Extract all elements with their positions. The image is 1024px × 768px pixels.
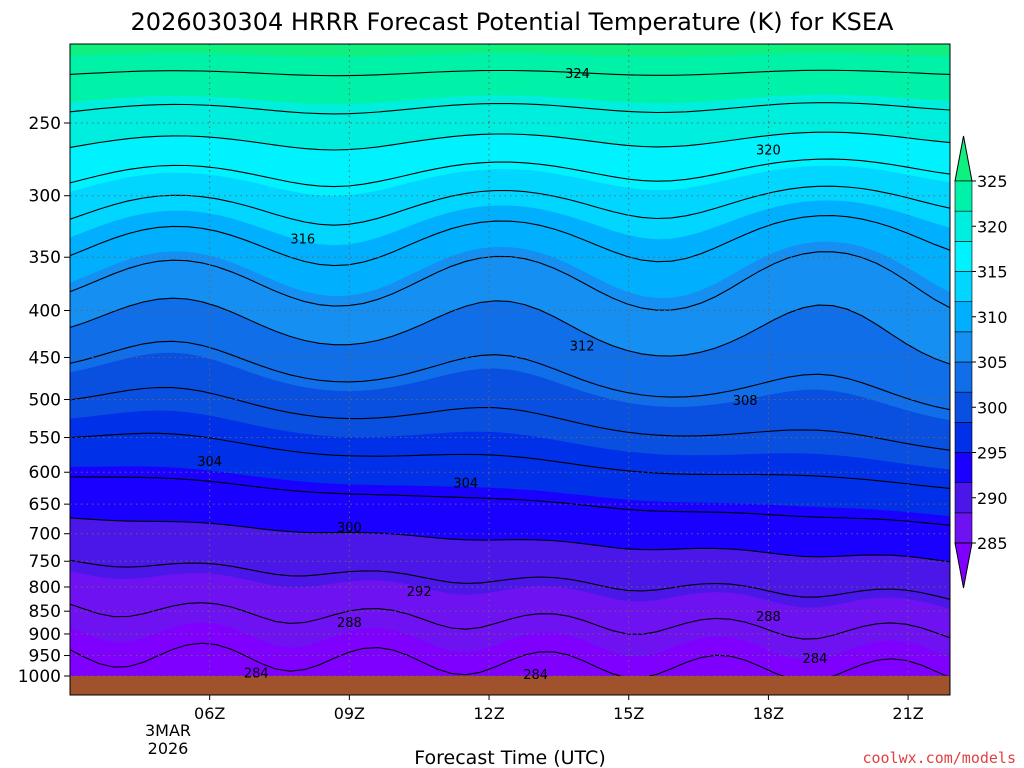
- contour-label-5: 304: [197, 455, 222, 470]
- band-315: [70, 44, 950, 57]
- x-tick-label-15Z: 15Z: [613, 704, 644, 723]
- colorbar-arrow-bottom: [954, 542, 973, 589]
- isentrope-298: [70, 340, 950, 411]
- x-tick-label-18Z: 18Z: [753, 704, 784, 723]
- y-tick-label-750: 750: [29, 552, 61, 572]
- colorbar-tick-label-325: 325: [977, 172, 1008, 191]
- y-tick-label-700: 700: [29, 525, 61, 545]
- x-tick-label-06Z: 06Z: [194, 704, 225, 723]
- isentrope-300: [70, 297, 950, 365]
- y-tick-label-300: 300: [29, 187, 61, 207]
- colorbar: 285 290 295 300 305 310 315 320 325: [954, 135, 1008, 589]
- credit-text: coolwx.com/models: [862, 749, 1016, 767]
- plot-frame: [69, 43, 951, 696]
- date-month: 3MAR: [145, 721, 191, 740]
- y-tick-label-500: 500: [29, 391, 61, 411]
- isentrope-318: [70, 0, 950, 1]
- contour-label-2: 316: [290, 233, 315, 248]
- contour-label-10: 288: [756, 610, 781, 625]
- y-tick-label-800: 800: [29, 578, 61, 598]
- band-312.5: [70, 44, 950, 105]
- date-year: 2026: [148, 739, 189, 758]
- contour-label-11: 284: [244, 667, 269, 682]
- isentrope-314: [70, 69, 950, 77]
- colorbar-swatch-8: [954, 301, 973, 333]
- contour-label-8: 292: [407, 585, 432, 600]
- y-tick-label-350: 350: [29, 248, 61, 268]
- y-tick-label-450: 450: [29, 348, 61, 368]
- isentrope-308: [70, 158, 950, 188]
- colorbar-swatch-1: [954, 512, 973, 544]
- colorbar-tick-label-305: 305: [977, 353, 1008, 372]
- colorbar-swatch-6: [954, 361, 973, 393]
- chart-title: 2026030304 HRRR Forecast Potential Tempe…: [131, 8, 894, 36]
- colorbar-tick-label-285: 285: [977, 534, 1008, 553]
- x-axis-label: Forecast Time (UTC): [414, 747, 605, 768]
- colorbar-swatch-4: [954, 422, 973, 453]
- isentrope-294: [70, 432, 950, 489]
- color-bands: [70, 44, 950, 695]
- isentrope-310: [70, 131, 950, 151]
- colorbar-arrow-top: [954, 135, 973, 182]
- colorbar-swatch-2: [954, 482, 973, 514]
- isentrope-316: [70, 36, 950, 38]
- contour-label-12: 284: [523, 668, 548, 683]
- isentrope-288: [70, 559, 950, 600]
- x-tick-label-12Z: 12Z: [473, 704, 504, 723]
- isentrope-286: [70, 602, 950, 640]
- contour-label-0: 324: [565, 67, 590, 82]
- colorbar-swatch-11: [954, 210, 973, 242]
- contour-label-1: 320: [756, 144, 781, 159]
- colorbar-swatch-12: [954, 180, 973, 212]
- y-tick-label-850: 850: [29, 602, 61, 622]
- isentrope-302: [70, 251, 950, 311]
- x-tick-label-09Z: 09Z: [334, 704, 365, 723]
- ground-surface: [70, 676, 950, 695]
- y-tick-label-250: 250: [29, 114, 61, 134]
- x-tick-label-21Z: 21Z: [892, 704, 923, 723]
- contour-label-6: 304: [453, 476, 478, 491]
- x-axis: 06Z 09Z 12Z 15Z 18Z 21Z: [194, 695, 924, 723]
- colorbar-swatch-10: [954, 241, 973, 272]
- colorbar-swatch-5: [954, 391, 973, 423]
- colorbar-swatch-7: [954, 331, 973, 363]
- colorbar-tick-label-290: 290: [977, 489, 1008, 508]
- contour-labels: 324 320 316 312 308 304 304 300 292 288 288 284 284 2…: [197, 67, 828, 683]
- colorbar-tick-label-295: 295: [977, 444, 1008, 463]
- isentrope-296: [70, 386, 950, 451]
- isentrope-304: [70, 215, 950, 267]
- isentrope-306: [70, 185, 950, 226]
- plot-area: 324 320 316 312 308 304 304 300 292 288 288 284 284 2…: [70, 0, 950, 695]
- y-tick-label-1000: 1000: [18, 667, 61, 687]
- y-tick-label-950: 950: [29, 647, 61, 667]
- y-tick-label-900: 900: [29, 625, 61, 645]
- colorbar-tick-label-300: 300: [977, 398, 1008, 417]
- colorbar-tick-label-315: 315: [977, 263, 1008, 282]
- contour-label-4: 308: [733, 394, 758, 409]
- y-tick-label-600: 600: [29, 463, 61, 483]
- contour-label-13: 284: [803, 652, 828, 667]
- colorbar-tick-label-310: 310: [977, 308, 1008, 327]
- y-axis: 250 300 350 400 450 500 550 600 650 700 750 800 850 9…: [18, 114, 70, 687]
- contour-label-3: 312: [570, 340, 595, 355]
- isentrope-292: [70, 476, 950, 526]
- isentrope-290: [70, 517, 950, 563]
- grid-lines: [70, 44, 950, 695]
- y-tick-label-400: 400: [29, 301, 61, 321]
- colorbar-swatch-9: [954, 271, 973, 302]
- y-tick-label-550: 550: [29, 429, 61, 449]
- isentrope-312: [70, 102, 950, 115]
- contour-label-9: 288: [337, 616, 362, 631]
- contour-label-7: 300: [337, 521, 362, 536]
- colorbar-tick-label-320: 320: [977, 217, 1008, 236]
- colorbar-swatch-3: [954, 452, 973, 483]
- y-tick-label-650: 650: [29, 495, 61, 515]
